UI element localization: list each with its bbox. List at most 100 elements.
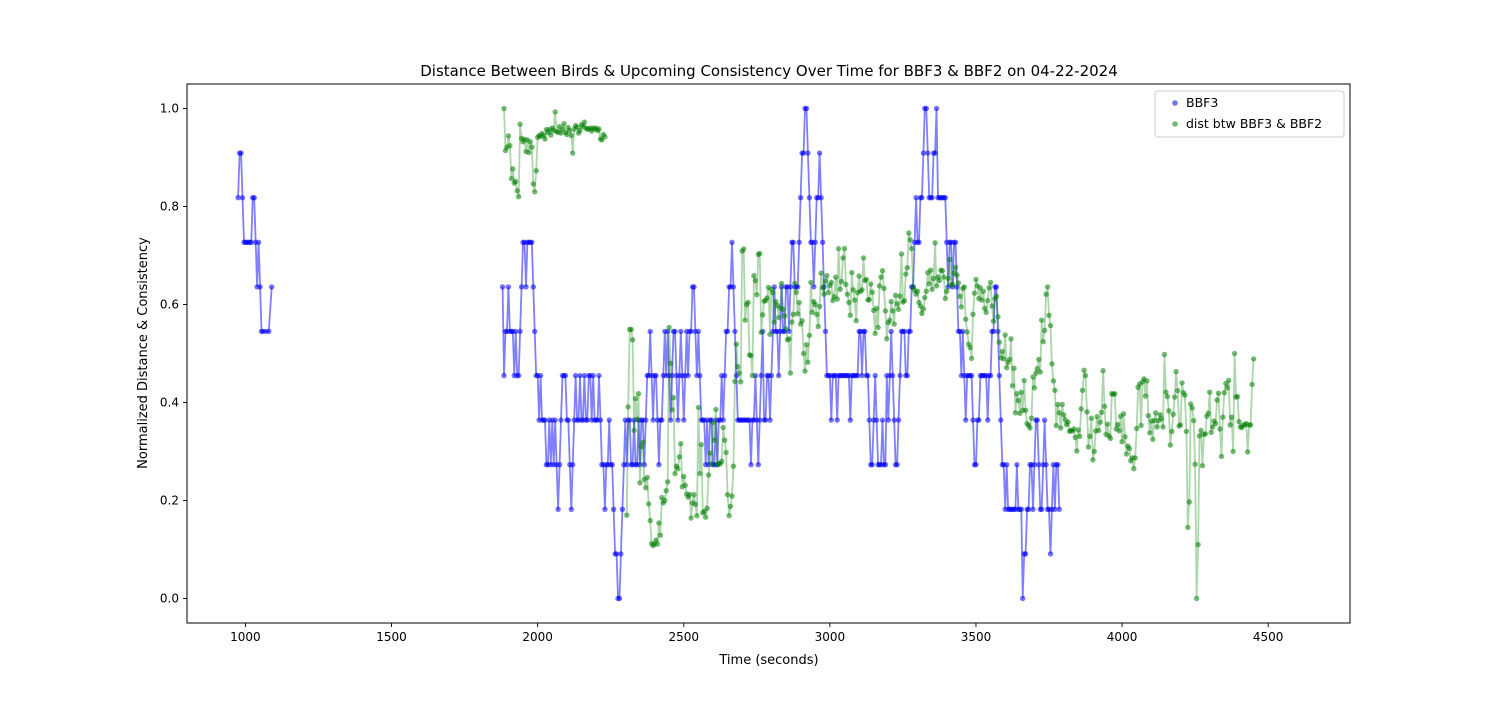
data-point xyxy=(860,255,867,261)
data-point xyxy=(987,372,994,379)
data-point xyxy=(1202,431,1209,437)
data-point xyxy=(796,239,802,245)
data-point xyxy=(844,291,851,297)
data-point xyxy=(802,368,808,374)
data-point xyxy=(682,482,688,488)
series-layer xyxy=(235,105,1257,602)
data-point xyxy=(957,293,963,299)
data-point xyxy=(783,326,789,332)
data-point xyxy=(552,109,558,115)
data-point xyxy=(926,281,932,287)
data-point xyxy=(1191,417,1197,424)
data-point xyxy=(805,359,811,365)
data-point xyxy=(570,462,576,468)
data-point xyxy=(676,454,683,460)
data-point xyxy=(963,316,969,322)
x-tick-label: 1500 xyxy=(376,630,407,644)
data-point xyxy=(828,417,834,423)
data-point xyxy=(720,417,726,423)
y-axis-ticks: 0.0 0.2 0.4 0.6 0.8 1.0 xyxy=(160,102,187,606)
data-point xyxy=(235,195,241,201)
data-point xyxy=(656,462,662,468)
data-point xyxy=(1193,595,1200,602)
data-point xyxy=(764,295,770,301)
data-point xyxy=(1084,409,1090,415)
data-point xyxy=(973,462,979,468)
data-point xyxy=(767,417,773,423)
data-point xyxy=(1173,368,1179,375)
data-point xyxy=(720,424,726,431)
data-point xyxy=(1100,368,1106,374)
data-point xyxy=(847,312,853,318)
data-point xyxy=(681,417,687,423)
data-point xyxy=(789,319,795,325)
data-point xyxy=(1224,385,1231,391)
data-point xyxy=(662,497,668,504)
data-point xyxy=(963,417,969,423)
data-point xyxy=(866,417,872,423)
data-point xyxy=(1153,410,1159,416)
data-point xyxy=(990,318,997,324)
data-point xyxy=(762,417,769,423)
data-point xyxy=(1120,411,1127,417)
data-point xyxy=(942,195,948,201)
data-point xyxy=(1056,506,1063,512)
data-point xyxy=(619,506,626,512)
data-point xyxy=(1046,312,1052,318)
data-point xyxy=(641,462,647,468)
legend-box xyxy=(1154,90,1345,138)
data-point xyxy=(596,126,602,132)
data-point xyxy=(780,306,786,313)
data-point xyxy=(590,372,596,379)
data-point xyxy=(1177,422,1184,428)
data-point xyxy=(793,289,799,295)
y-tick-label: 0.6 xyxy=(160,298,179,312)
data-point xyxy=(971,290,978,296)
data-point xyxy=(808,279,814,286)
data-point xyxy=(745,299,751,306)
data-point xyxy=(796,299,802,306)
data-point xyxy=(822,278,829,284)
data-point xyxy=(1081,367,1087,373)
data-point xyxy=(640,439,646,445)
data-point xyxy=(816,150,823,156)
data-point xyxy=(865,372,871,379)
data-point xyxy=(513,178,519,185)
data-point xyxy=(1012,410,1019,416)
data-point xyxy=(949,281,956,288)
data-point xyxy=(852,297,858,303)
data-point xyxy=(638,443,645,450)
data-point xyxy=(567,127,573,134)
data-point xyxy=(529,144,535,150)
legend-marker-dist xyxy=(1172,121,1178,127)
data-point xyxy=(643,485,649,491)
data-point xyxy=(995,328,1001,335)
data-point xyxy=(1022,551,1029,557)
data-point xyxy=(556,462,563,468)
data-point xyxy=(562,372,569,379)
data-point xyxy=(723,449,729,456)
data-point xyxy=(688,328,694,335)
data-point xyxy=(1009,383,1016,389)
data-point xyxy=(1027,425,1033,431)
data-point xyxy=(850,287,856,293)
data-point xyxy=(923,105,929,112)
data-point xyxy=(710,419,716,426)
x-tick-label: 1000 xyxy=(230,630,261,644)
y-tick-label: 0.4 xyxy=(160,396,179,410)
data-point xyxy=(768,372,775,379)
data-point xyxy=(730,463,737,469)
data-point xyxy=(248,239,254,245)
data-point xyxy=(742,317,748,323)
data-point xyxy=(1030,506,1036,512)
data-point xyxy=(989,303,995,309)
data-point xyxy=(1245,449,1251,455)
data-point xyxy=(1158,416,1165,422)
data-point xyxy=(727,503,734,510)
data-point xyxy=(960,328,966,335)
data-point xyxy=(970,311,976,317)
data-point xyxy=(882,308,889,314)
data-point xyxy=(1174,388,1181,394)
data-point xyxy=(707,450,713,456)
